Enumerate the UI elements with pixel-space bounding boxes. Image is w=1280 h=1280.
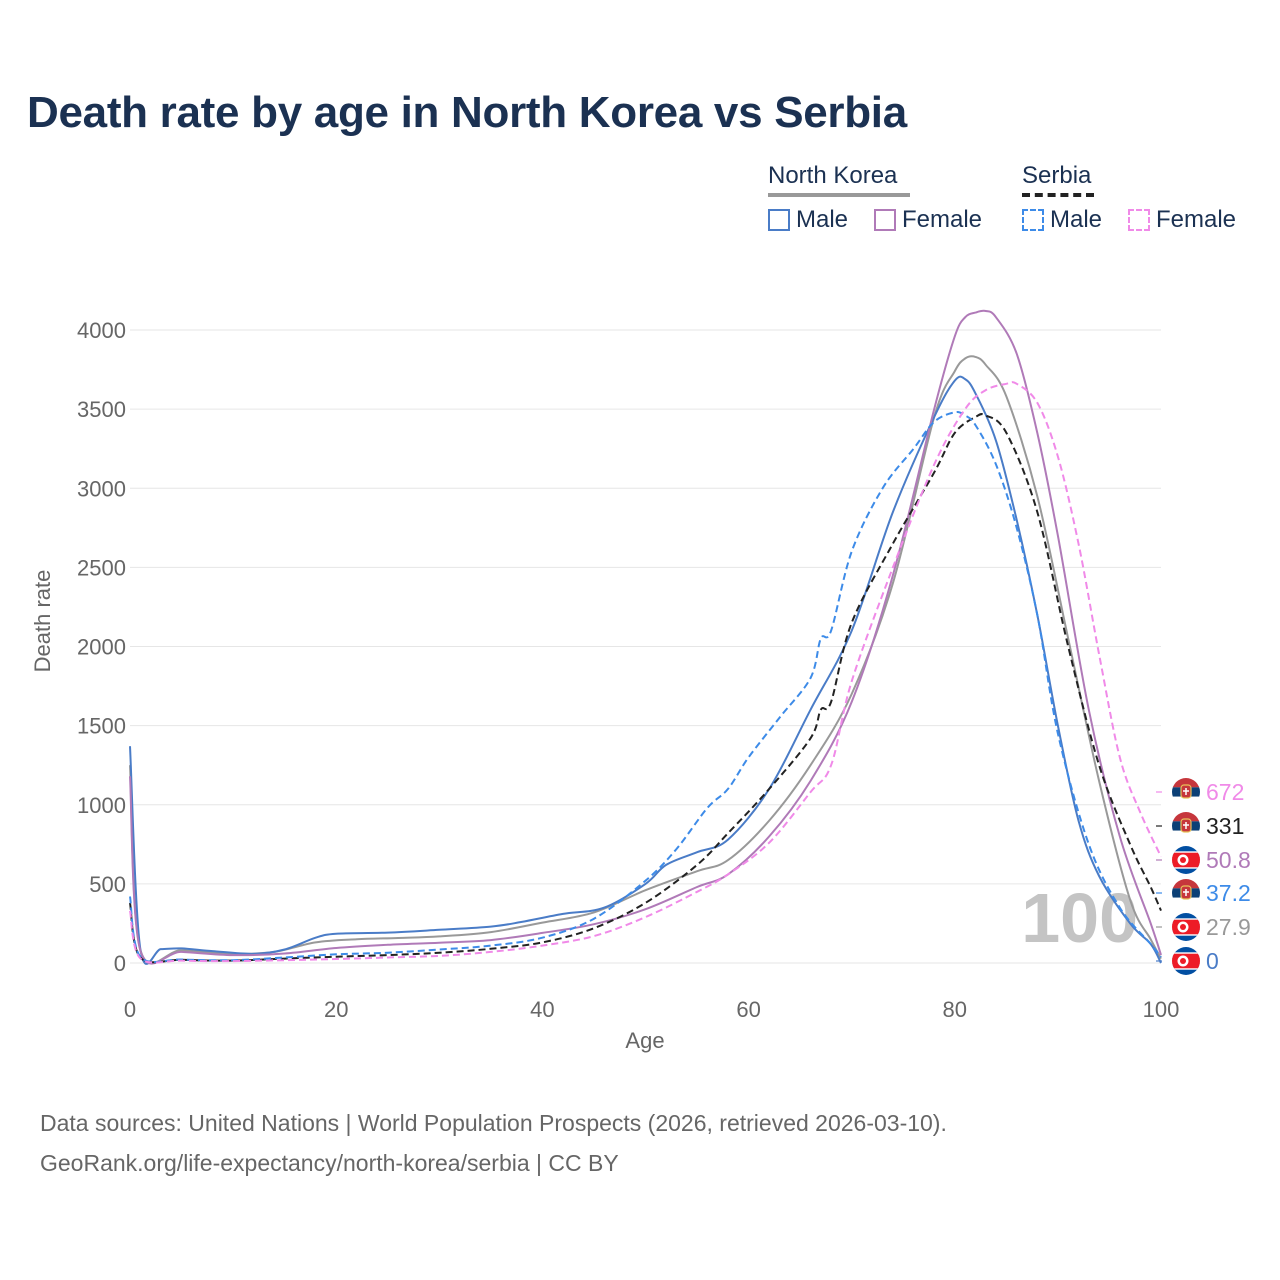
end-label-value: 37.2	[1206, 880, 1251, 906]
x-tick-label: 20	[324, 997, 348, 1022]
end-label-serbia: 672	[1156, 778, 1244, 806]
legend-group-title: North Korea	[768, 162, 898, 189]
legend-item-serbia-male[interactable]: Male	[1022, 206, 1102, 234]
chart-title: Death rate by age in North Korea vs Serb…	[27, 88, 907, 137]
y-tick-label: 2500	[77, 555, 126, 580]
serbia-flag-icon	[1172, 778, 1200, 806]
series-line-north-korea-female	[129, 309, 1162, 965]
end-label-north-korea: 50.8	[1156, 846, 1251, 874]
series-line-north-korea-male	[129, 375, 1162, 965]
serbia-flag-icon	[1172, 812, 1200, 840]
x-tick-label: 40	[530, 997, 554, 1022]
north-korea-flag-icon	[1172, 913, 1200, 941]
legend-swatch	[874, 209, 896, 231]
legend-swatch	[1022, 209, 1044, 231]
x-axis-ticks: 0 20 40 60 80 100	[124, 997, 1179, 1022]
y-tick-label: 0	[114, 951, 126, 976]
legend-item-north-korea-male[interactable]: Male	[768, 206, 848, 234]
series-line-serbia-male	[129, 411, 1162, 964]
end-label-north-korea: 27.9	[1156, 913, 1251, 941]
grid-lines	[130, 329, 1161, 964]
end-label-value: 27.9	[1206, 914, 1251, 940]
series-line-north-korea-total	[129, 355, 1162, 965]
north-korea-flag-icon	[1172, 846, 1200, 874]
x-tick-label: 0	[124, 997, 136, 1022]
legend-item-label: Female	[902, 206, 983, 233]
y-tick-label: 4000	[77, 318, 126, 343]
footer-credit: GeoRank.org/life-expectancy/north-korea/…	[40, 1150, 619, 1176]
legend-group-line	[768, 193, 910, 197]
legend-group-title: Serbia	[1022, 162, 1092, 189]
end-label-north-korea: 0	[1156, 947, 1219, 975]
y-axis-ticks: 0 500 1000 1500 2000 2500 3000 3500 4000	[77, 318, 126, 976]
end-label-value: 672	[1206, 779, 1244, 805]
legend-item-serbia-female[interactable]: Female	[1128, 206, 1236, 234]
legend-item-label: Female	[1156, 206, 1237, 233]
legend: North Korea Male Female Serbia Male Fema…	[766, 160, 1266, 240]
legend-item-label: Male	[796, 206, 849, 233]
end-label-value: 50.8	[1206, 847, 1251, 873]
north-korea-flag-icon	[1172, 947, 1200, 975]
y-axis-label: Death rate	[30, 570, 55, 673]
y-tick-label: 1000	[77, 793, 126, 818]
series-line-serbia-female	[129, 381, 1162, 964]
series-lines	[129, 309, 1162, 965]
end-label-serbia: 331	[1156, 812, 1244, 840]
end-labels: 672 331 50.8 37.2 27.9 0	[1156, 778, 1251, 975]
x-axis-label: Age	[625, 1028, 664, 1053]
legend-swatch	[768, 209, 790, 231]
y-tick-label: 500	[89, 872, 126, 897]
y-tick-label: 3500	[77, 397, 126, 422]
end-label-value: 331	[1206, 813, 1244, 839]
series-line-serbia-total	[129, 413, 1162, 964]
legend-group-line	[1022, 193, 1094, 197]
x-tick-label: 100	[1143, 997, 1180, 1022]
x-tick-label: 80	[943, 997, 967, 1022]
y-tick-label: 1500	[77, 714, 126, 739]
serbia-flag-icon	[1172, 879, 1200, 907]
end-label-value: 0	[1206, 948, 1219, 974]
y-tick-label: 3000	[77, 476, 126, 501]
watermark-age: 100	[1021, 879, 1138, 957]
x-tick-label: 60	[736, 997, 760, 1022]
end-label-serbia: 37.2	[1156, 879, 1251, 907]
legend-item-label: Male	[1050, 206, 1103, 233]
footer-source: Data sources: United Nations | World Pop…	[40, 1110, 947, 1136]
legend-swatch	[1128, 209, 1150, 231]
legend-item-north-korea-female[interactable]: Female	[874, 206, 982, 234]
y-tick-label: 2000	[77, 635, 126, 660]
